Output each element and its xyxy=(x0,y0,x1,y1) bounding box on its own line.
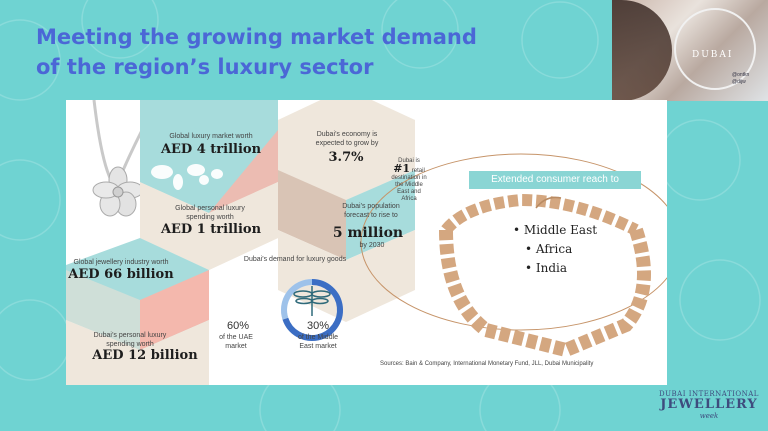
extended-reach-banner: Extended consumer reach to xyxy=(469,171,641,189)
dubai-personal-value: AED 12 billion xyxy=(92,348,198,363)
donut-chart xyxy=(281,279,344,341)
social-handle-2: @dijw xyxy=(732,79,746,85)
uae-percent: 60% xyxy=(226,320,250,332)
logo-line-2: JEWELLERY xyxy=(660,397,758,412)
market-item: Africa xyxy=(513,240,597,259)
title-line-2: of the region’s luxury sector xyxy=(36,55,374,79)
me-label: of the Middle East market xyxy=(297,334,339,350)
retail-prefix: Dubai is xyxy=(398,158,420,164)
brand-card-social: @ontkn @dijw xyxy=(732,72,749,86)
hex-world-map-bg xyxy=(140,100,209,213)
population-year: by 2030 xyxy=(359,242,385,249)
gold-chain-necklace-image xyxy=(360,153,667,358)
dubai-personal-label: Dubai’s personal luxury spending worth xyxy=(93,332,167,348)
hexagon-grid xyxy=(66,100,667,385)
social-handle-1: @ontkn xyxy=(732,72,750,78)
logo-line-3: week xyxy=(699,412,719,420)
infographic-panel: Global luxury market worth AED 4 trillio… xyxy=(66,100,667,385)
population-value: 5 million xyxy=(332,225,404,241)
economy-value: 3.7% xyxy=(328,150,364,165)
hex-accent-pink-2 xyxy=(140,270,209,350)
economy-label: Dubai’s economy is expected to grow by xyxy=(315,131,379,147)
global-luxury-value: AED 4 trillion xyxy=(160,142,262,157)
jewellery-value: AED 66 billion xyxy=(68,267,174,282)
hex-dubai-personal xyxy=(66,320,209,385)
personal-luxury-label: Global personal luxury spending worth xyxy=(175,205,245,221)
demand-title: Dubai’s demand for luxury goods xyxy=(243,256,347,263)
brand-ring xyxy=(674,8,756,90)
dragonfly-icon xyxy=(293,286,331,316)
title-line-1: Meeting the growing market demand xyxy=(36,25,477,49)
retail-rank-block: Dubai is #1 retail destination in the Mi… xyxy=(390,158,428,203)
necklace-image xyxy=(92,100,160,217)
sources-note: Sources: Bain & Company, International M… xyxy=(380,361,594,367)
retail-suffix: retail destination in the Middle East an… xyxy=(391,168,427,202)
market-item: Middle East xyxy=(513,221,597,240)
jewellery-label: Global jewellery industry worth xyxy=(73,259,169,266)
hex-economy-top xyxy=(278,100,415,200)
brand-card-image: DUBAI @ontkn @dijw xyxy=(612,0,768,101)
market-item: India xyxy=(513,259,597,278)
hex-jewellery-photo xyxy=(66,270,140,350)
me-percent: 30% xyxy=(306,320,330,332)
markets-list: Middle East Africa India xyxy=(513,221,597,278)
uae-label: of the UAE market xyxy=(219,334,253,350)
retail-rank: #1 xyxy=(393,162,411,175)
brand-card-label: DUBAI xyxy=(692,50,734,60)
hex-personal-luxury-lower xyxy=(140,182,278,270)
personal-luxury-value: AED 1 trillion xyxy=(160,222,262,237)
world-map-icon xyxy=(151,164,223,190)
logo-line-1: DUBAI INTERNATIONAL xyxy=(659,390,759,398)
population-label: Dubai’s population forecast to rise to xyxy=(342,203,400,219)
global-luxury-label: Global luxury market worth xyxy=(169,133,253,140)
event-logo: DUBAI INTERNATIONAL JEWELLERY week xyxy=(654,390,764,420)
slide-title: Meeting the growing market demand of the… xyxy=(36,22,477,82)
